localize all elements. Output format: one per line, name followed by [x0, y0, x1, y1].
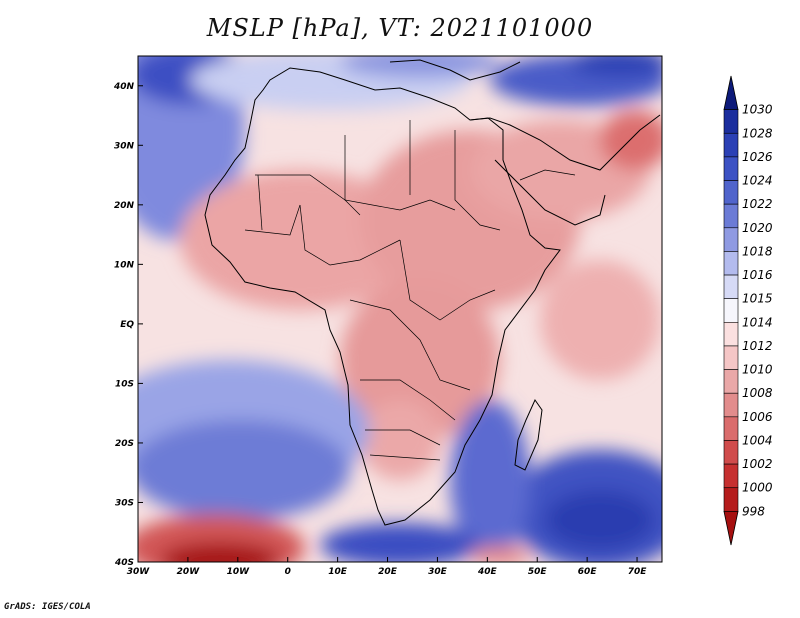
lon-label: 30W — [127, 567, 151, 577]
colorbar-label: 1008 — [742, 386, 773, 400]
lat-label: 30S — [115, 498, 134, 508]
colorbar-swatch — [723, 298, 739, 323]
colorbar-label: 1018 — [742, 244, 773, 258]
colorbar-swatch — [723, 156, 739, 181]
colorbar-label: 1022 — [742, 197, 773, 211]
lat-label: EQ — [120, 320, 134, 330]
colorbar-label: 1026 — [742, 150, 773, 164]
colorbar-swatch — [723, 274, 739, 299]
colorbar-swatch — [723, 487, 739, 512]
lon-label: 20W — [177, 567, 201, 577]
colorbar-swatch — [723, 345, 739, 370]
colorbar-label: 1004 — [742, 433, 773, 447]
lat-label: 10N — [114, 260, 135, 270]
pressure-field — [138, 56, 662, 562]
country-borders — [244, 120, 576, 461]
lon-label: 40E — [477, 567, 498, 577]
colorbar-label: 1028 — [742, 126, 773, 140]
colorbar-swatch — [723, 440, 739, 465]
longitude-axis: 30W 20W 10W 0 10E 20E 30E 40E 50E 60E 70E — [127, 557, 647, 577]
colorbar-swatch — [723, 369, 739, 394]
colorbar-label: 1030 — [742, 103, 773, 117]
colorbar-swatch — [723, 322, 739, 347]
colorbar-label: 1014 — [742, 315, 773, 329]
colorbar-label: 1015 — [742, 292, 773, 306]
lat-label: 30N — [114, 141, 135, 151]
map-title: MSLP [hPa], VT: 2021101000 — [206, 14, 594, 42]
colorbar-label: 1024 — [742, 174, 773, 188]
lon-label: 60E — [578, 567, 598, 577]
lon-label: 30E — [428, 567, 448, 577]
colorbar-label: 1002 — [742, 457, 773, 471]
colorbar-label: 1020 — [742, 221, 773, 235]
colorbar-swatch — [723, 392, 739, 418]
colorbar: 1030 1028 1026 1024 1022 1020 1018 1016 1015 1014… — [723, 75, 773, 546]
colorbar-swatch — [723, 132, 739, 158]
lon-label: 10E — [328, 567, 348, 577]
colorbar-swatch — [723, 109, 739, 134]
lat-label: 40S — [114, 558, 134, 568]
colorbar-bottom-arrow — [723, 510, 739, 546]
credit-text: GrADS: IGES/COLA — [4, 602, 91, 612]
colorbar-swatch — [723, 463, 739, 489]
colorbar-swatch — [723, 180, 739, 205]
lat-label: 20S — [115, 439, 134, 449]
lon-label: 20E — [378, 567, 398, 577]
coastlines — [204, 59, 661, 526]
lon-label: 70E — [628, 567, 648, 577]
colorbar-swatch — [723, 203, 739, 229]
lat-label: 10S — [115, 379, 134, 389]
colorbar-swatch — [723, 251, 739, 276]
lon-label: 0 — [285, 567, 291, 577]
colorbar-swatch — [723, 416, 739, 441]
colorbar-label: 998 — [742, 504, 765, 518]
lat-label: 40N — [113, 82, 135, 92]
colorbar-label: 1012 — [742, 339, 773, 353]
colorbar-top-arrow — [723, 75, 739, 111]
colorbar-label: 1016 — [742, 268, 773, 282]
colorbar-swatch — [723, 227, 739, 252]
latitude-axis: 40N 30N 20N 10N EQ 10S 20S 30S 40S — [113, 82, 143, 568]
plot-frame — [137, 55, 663, 563]
colorbar-label: 1000 — [742, 481, 773, 495]
colorbar-label: 1006 — [742, 410, 773, 424]
colorbar-label: 1010 — [742, 363, 773, 377]
lon-label: 50E — [528, 567, 548, 577]
lon-label: 10W — [227, 567, 251, 577]
lat-label: 20N — [114, 201, 135, 211]
